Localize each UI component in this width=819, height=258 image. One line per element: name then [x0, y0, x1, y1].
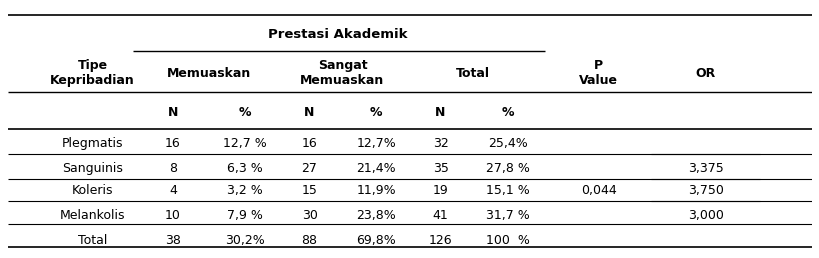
Text: Memuaskan: Memuaskan: [167, 67, 251, 80]
Text: 88: 88: [301, 234, 317, 247]
Text: 8: 8: [169, 162, 177, 175]
Text: 100  %: 100 %: [486, 234, 529, 247]
Text: 35: 35: [432, 162, 448, 175]
Text: Prestasi Akademik: Prestasi Akademik: [268, 28, 407, 41]
Text: 126: 126: [428, 234, 452, 247]
Text: 41: 41: [432, 209, 448, 222]
Text: Total: Total: [455, 67, 489, 80]
Text: 25,4%: 25,4%: [487, 137, 527, 150]
Text: 16: 16: [301, 137, 317, 150]
Text: OR: OR: [695, 67, 715, 80]
Text: Total: Total: [78, 234, 107, 247]
Text: P
Value: P Value: [579, 59, 618, 87]
Text: 69,8%: 69,8%: [356, 234, 396, 247]
Text: N: N: [435, 106, 446, 119]
Text: 6,3 %: 6,3 %: [227, 162, 263, 175]
Text: 19: 19: [432, 184, 448, 197]
Text: %: %: [501, 106, 514, 119]
Text: 0,044: 0,044: [581, 184, 616, 197]
Text: 3,2 %: 3,2 %: [227, 184, 263, 197]
Text: Plegmatis: Plegmatis: [61, 137, 123, 150]
Text: 27: 27: [301, 162, 317, 175]
Text: 3,000: 3,000: [687, 209, 723, 222]
Text: 3,375: 3,375: [687, 162, 722, 175]
Text: 12,7%: 12,7%: [356, 137, 396, 150]
Text: 23,8%: 23,8%: [356, 209, 396, 222]
Text: Sanguinis: Sanguinis: [62, 162, 123, 175]
Text: Melankolis: Melankolis: [60, 209, 125, 222]
Text: 7,9 %: 7,9 %: [227, 209, 263, 222]
Text: 15: 15: [301, 184, 317, 197]
Text: %: %: [369, 106, 382, 119]
Text: 30: 30: [301, 209, 317, 222]
Text: N: N: [304, 106, 314, 119]
Text: N: N: [168, 106, 178, 119]
Text: 27,8 %: 27,8 %: [486, 162, 529, 175]
Text: Tipe
Kepribadian: Tipe Kepribadian: [50, 59, 135, 87]
Text: 21,4%: 21,4%: [356, 162, 396, 175]
Text: Koleris: Koleris: [72, 184, 113, 197]
Text: 11,9%: 11,9%: [356, 184, 396, 197]
Text: 12,7 %: 12,7 %: [223, 137, 267, 150]
Text: 16: 16: [165, 137, 181, 150]
Text: Sangat
Memuaskan: Sangat Memuaskan: [300, 59, 384, 87]
Text: 32: 32: [432, 137, 448, 150]
Text: 10: 10: [165, 209, 181, 222]
Text: 31,7 %: 31,7 %: [486, 209, 529, 222]
Text: 3,750: 3,750: [687, 184, 723, 197]
Text: 4: 4: [169, 184, 177, 197]
Text: 30,2%: 30,2%: [225, 234, 265, 247]
Text: 15,1 %: 15,1 %: [486, 184, 529, 197]
Text: %: %: [238, 106, 251, 119]
Text: 38: 38: [165, 234, 181, 247]
